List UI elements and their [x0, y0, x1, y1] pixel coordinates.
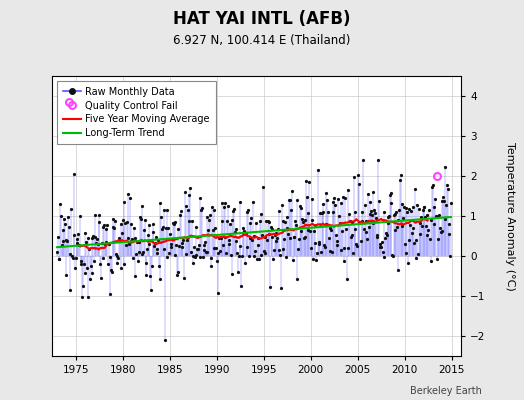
- Legend: Raw Monthly Data, Quality Control Fail, Five Year Moving Average, Long-Term Tren: Raw Monthly Data, Quality Control Fail, …: [57, 81, 216, 144]
- Text: HAT YAI INTL (AFB): HAT YAI INTL (AFB): [173, 10, 351, 28]
- Text: Berkeley Earth: Berkeley Earth: [410, 386, 482, 396]
- Y-axis label: Temperature Anomaly (°C): Temperature Anomaly (°C): [505, 142, 515, 290]
- Text: 6.927 N, 100.414 E (Thailand): 6.927 N, 100.414 E (Thailand): [173, 34, 351, 47]
